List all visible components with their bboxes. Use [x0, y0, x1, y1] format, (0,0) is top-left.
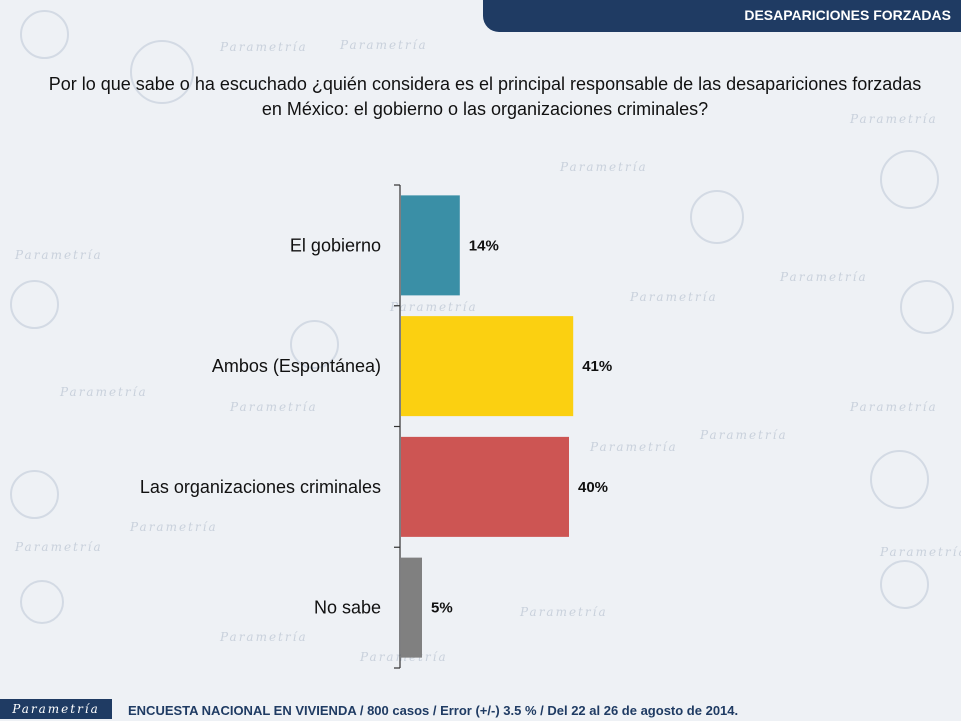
watermark-circle: [130, 40, 194, 104]
watermark-circle: [290, 320, 339, 369]
watermark-circle: [20, 10, 69, 59]
footer-note: ENCUESTA NACIONAL EN VIVIENDA / 800 caso…: [128, 703, 739, 718]
section-banner: DESAPARICIONES FORZADAS: [483, 0, 961, 32]
section-title: DESAPARICIONES FORZADAS: [744, 7, 951, 23]
footer-logo: Parametría: [0, 699, 112, 719]
watermark-logo: Parametría: [850, 112, 938, 126]
bar-2: [401, 316, 574, 417]
watermark-logo: Parametría: [130, 520, 218, 534]
watermark-logo: Parametría: [560, 160, 648, 174]
watermark-logo: Parametría: [15, 248, 103, 262]
watermark-logo: Parametría: [220, 630, 308, 644]
watermark-circle: [10, 280, 59, 329]
watermark-logo: Parametría: [880, 545, 961, 559]
category-label: El gobierno: [290, 235, 381, 255]
bar-1: [401, 195, 460, 296]
watermark-logo: Parametría: [780, 270, 868, 284]
watermark-circle: [20, 580, 64, 624]
question-text: Por lo que sabe o ha escuchado ¿quién co…: [48, 74, 922, 119]
category-label: Las organizaciones criminales: [140, 477, 381, 497]
watermark-circle: [10, 470, 59, 519]
watermark-logo: Parametría: [60, 385, 148, 399]
value-label: 5%: [431, 600, 453, 617]
watermark-logo: Parametría: [850, 400, 938, 414]
watermark-circle: [880, 560, 929, 609]
watermark-logo: Parametría: [390, 300, 478, 314]
category-label: No sabe: [314, 598, 381, 618]
watermark-circle: [900, 280, 954, 334]
watermark-logo: Parametría: [220, 40, 308, 54]
category-label: Ambos (Espontánea): [212, 356, 381, 376]
watermark-logo: Parametría: [340, 38, 428, 52]
value-label: 14%: [469, 237, 499, 254]
value-label: 41%: [582, 358, 612, 375]
watermark-circle: [880, 150, 939, 209]
bar-4: [401, 557, 422, 658]
value-label: 40%: [578, 479, 608, 496]
watermark-circle: [870, 450, 929, 509]
watermark-logo: Parametría: [700, 428, 788, 442]
bar-3: [401, 436, 569, 537]
watermark-circle: [690, 190, 744, 244]
watermark-logo: Parametría: [15, 540, 103, 554]
watermark-logo: Parametría: [630, 290, 718, 304]
watermark-logo: Parametría: [590, 440, 678, 454]
watermark-logo: Parametría: [230, 400, 318, 414]
watermark-logo: Parametría: [520, 605, 608, 619]
